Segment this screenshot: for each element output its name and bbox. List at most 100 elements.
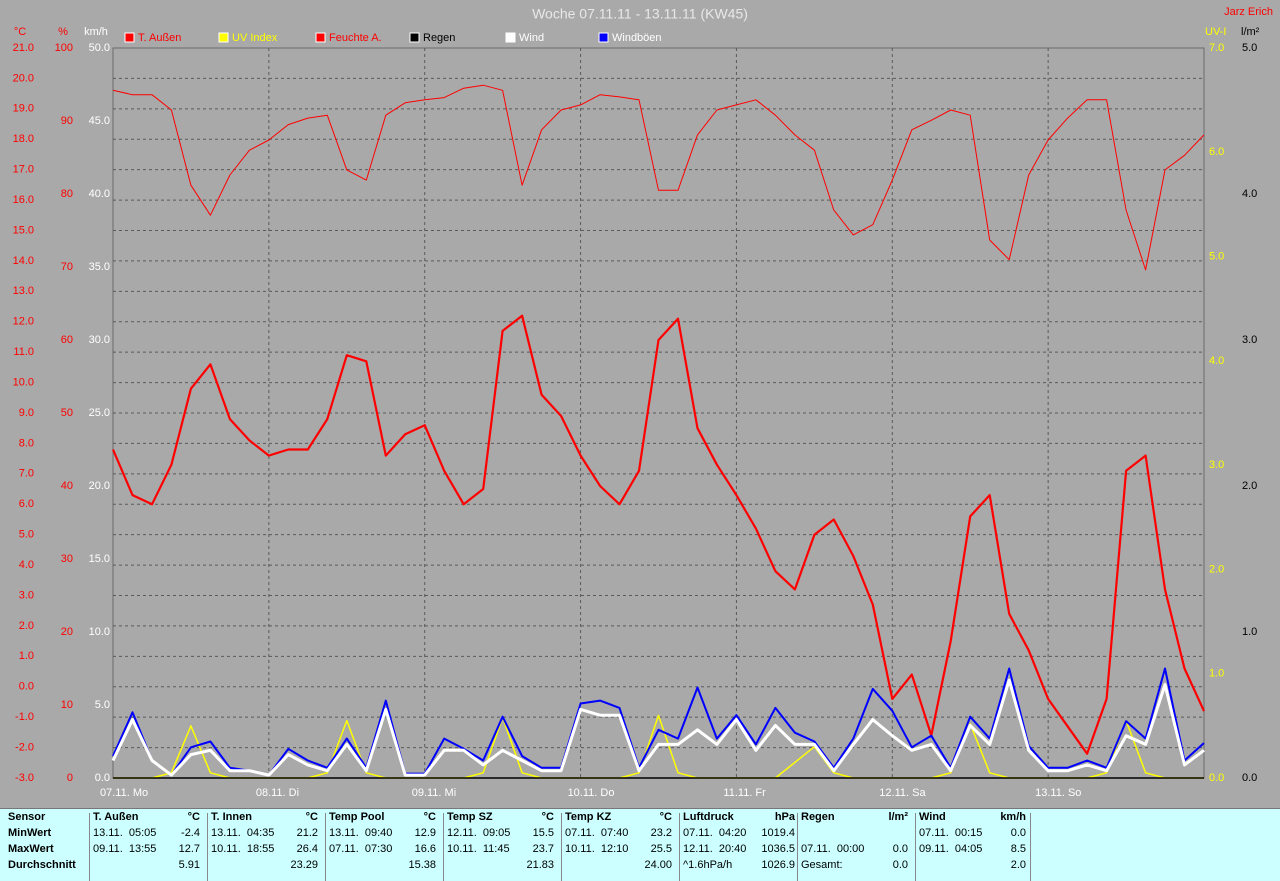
table-cell: MaxWert: [8, 843, 54, 855]
table-cell: °C: [659, 811, 672, 823]
legend-label: Windböen: [612, 32, 662, 44]
x-tick-label: 09.11. Mi: [412, 787, 456, 799]
y-tick-label: 5.0: [95, 699, 110, 711]
table-cell: 09.11. 13:55: [93, 843, 157, 855]
y-tick-label: 20.0: [13, 72, 34, 84]
y-tick-label: 12.0: [13, 316, 34, 328]
y-tick-label: 6.0: [1209, 146, 1224, 158]
y-tick-label: 90: [61, 115, 73, 127]
table-cell: MinWert: [8, 827, 52, 839]
y-tick-label: 30: [61, 553, 73, 565]
y-tick-label: 70: [61, 261, 73, 273]
series-line: [111, 678, 1205, 777]
column-separator: [561, 813, 562, 881]
table-cell: 07.11. 04:20: [683, 827, 747, 839]
y-tick-label: 60: [61, 334, 73, 346]
table-cell: °C: [423, 811, 436, 823]
y-tick-label: 10.0: [13, 376, 34, 388]
legend-label: Wind: [519, 32, 544, 44]
table-cell: 23.7: [532, 843, 554, 855]
y-tick-label: 7.0: [1209, 42, 1224, 54]
table-cell: 07.11. 00:00: [801, 843, 865, 855]
legend-swatch: [315, 32, 326, 43]
legend-swatch: [505, 32, 516, 43]
table-cell: -2.4: [181, 827, 200, 839]
legend-swatch: [598, 32, 609, 43]
table-cell: 09.11. 04:05: [919, 843, 983, 855]
column-separator: [1030, 813, 1031, 881]
y-tick-label: 7.0: [19, 468, 34, 480]
y-tick-label: 2.0: [19, 620, 34, 632]
y-tick-label: 20.0: [89, 480, 110, 492]
table-cell: 23.29: [290, 859, 318, 871]
column-separator: [207, 813, 208, 881]
y-tick-label: 2.0: [1209, 563, 1224, 575]
table-cell: 21.2: [296, 827, 318, 839]
table-cell: 24.00: [644, 859, 672, 871]
table-cell: 1019.4: [761, 827, 795, 839]
table-cell: 07.11. 07:40: [565, 827, 629, 839]
y-tick-label: 25.0: [89, 407, 110, 419]
grid: [113, 48, 1204, 778]
table-cell: °C: [187, 811, 200, 823]
table-cell: 26.4: [296, 843, 318, 855]
y-tick-label: 10.0: [89, 626, 110, 638]
column-separator: [679, 813, 680, 881]
y-tick-label: 9.0: [19, 407, 34, 419]
table-cell: Temp KZ: [565, 811, 612, 823]
column-separator: [443, 813, 444, 881]
legend-label: Feuchte A.: [329, 32, 382, 44]
table-cell: 15.38: [408, 859, 436, 871]
table-cell: ^1.6hPa/h: [683, 859, 733, 871]
table-cell: Luftdruck: [683, 811, 734, 823]
y-tick-label: 1.0: [1242, 626, 1257, 638]
x-tick-label: 10.11. Do: [568, 787, 615, 799]
y-tick-label: 20: [61, 626, 73, 638]
table-cell: 0.0: [892, 859, 908, 871]
table-cell: 1026.9: [761, 859, 795, 871]
y-tick-label: 3.0: [1209, 459, 1224, 471]
y-tick-label: 11.0: [13, 346, 34, 358]
table-cell: 07.11. 07:30: [329, 843, 393, 855]
y-tick-label: 3.0: [19, 589, 34, 601]
y-tick-label: 0.0: [1209, 772, 1224, 784]
table-cell: °C: [305, 811, 318, 823]
series-line: [111, 314, 1206, 755]
y-tick-label: 50.0: [89, 42, 110, 54]
chart-title: Woche 07.11.11 - 13.11.11 (KW45): [532, 6, 748, 22]
axis-unit: km/h: [84, 26, 108, 38]
legend-label: Regen: [423, 32, 455, 44]
x-tick-label: 12.11. Sa: [879, 787, 926, 799]
column-separator: [797, 813, 798, 881]
series-line: [112, 667, 1205, 777]
table-cell: T. Innen: [211, 811, 252, 823]
table-cell: 13.11. 05:05: [93, 827, 157, 839]
author: Jarz Erich: [1224, 6, 1273, 18]
table-cell: 0.0: [1010, 827, 1026, 839]
y-tick-label: 18.0: [13, 133, 34, 145]
table-cell: Temp Pool: [329, 811, 385, 823]
column-separator: [325, 813, 326, 881]
table-cell: 2.0: [1010, 859, 1026, 871]
y-tick-label: 15.0: [13, 224, 34, 236]
table-cell: 13.11. 09:40: [329, 827, 393, 839]
table-cell: 16.6: [414, 843, 436, 855]
chart: Woche 07.11.11 - 13.11.11 (KW45) Jarz Er…: [13, 6, 1273, 799]
axis-unit: °C: [14, 26, 26, 38]
table-cell: 5.91: [178, 859, 200, 871]
table-cell: 10.11. 12:10: [565, 843, 629, 855]
y-tick-label: -2.0: [15, 741, 34, 753]
y-tick-label: 0: [67, 772, 73, 784]
y-tick-label: 4.0: [19, 559, 34, 571]
table-cell: 10.11. 11:45: [447, 843, 510, 855]
y-tick-label: 14.0: [13, 255, 34, 267]
y-tick-label: 19.0: [13, 103, 34, 115]
table-cell: 1036.5: [761, 843, 795, 855]
y-tick-label: 35.0: [89, 261, 110, 273]
table-cell: T. Außen: [93, 811, 139, 823]
y-tick-label: 45.0: [89, 115, 110, 127]
y-tick-label: 0.0: [95, 772, 110, 784]
table-cell: 12.11. 20:40: [683, 843, 747, 855]
table-cell: 10.11. 18:55: [211, 843, 275, 855]
